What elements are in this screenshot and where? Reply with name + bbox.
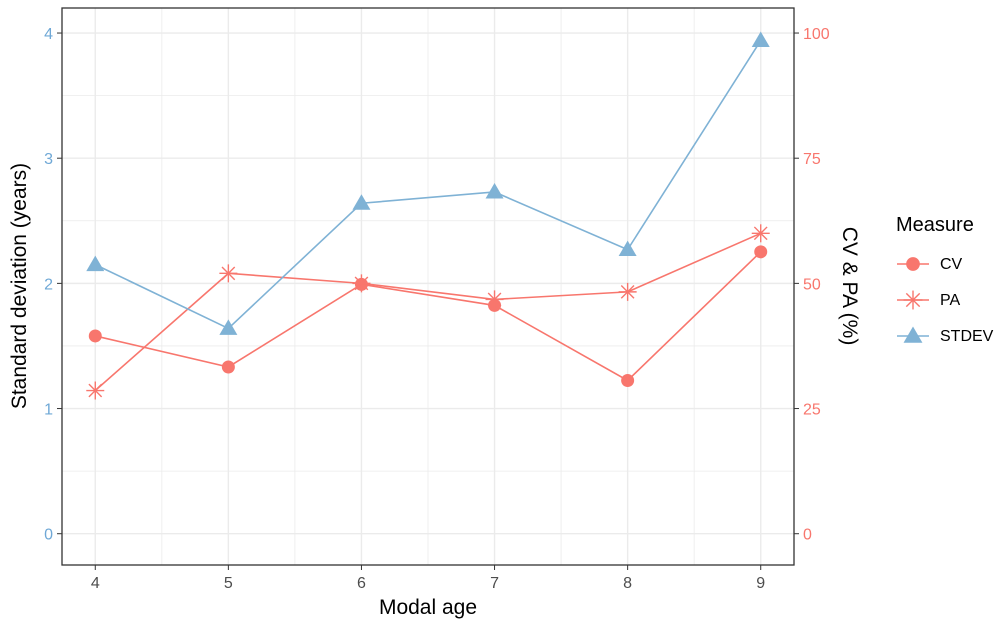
y-left-tick-label: 2 xyxy=(44,276,53,293)
y-right-tick-label: 100 xyxy=(803,26,830,43)
legend-label-cv: CV xyxy=(940,256,963,273)
x-tick-label: 5 xyxy=(224,575,233,592)
y-left-tick-label: 3 xyxy=(44,151,53,168)
x-axis-title: Modal age xyxy=(379,596,477,619)
legend-label-pa: PA xyxy=(940,292,960,309)
point-pa-stroke xyxy=(221,266,236,281)
point-pa-stroke xyxy=(487,292,502,307)
point-cv xyxy=(754,245,768,259)
axes-layer: 4 5 6 7 8 9 0 1 2 3 4 0 25 50 75 100 xyxy=(44,26,830,592)
series-line-stdev xyxy=(94,40,762,330)
point-cv xyxy=(621,374,635,388)
point-pa xyxy=(352,274,371,293)
x-tick-label: 4 xyxy=(91,575,100,592)
point-stdev xyxy=(618,240,637,257)
legend-label-stdev: STDEV xyxy=(940,328,994,345)
y-left-tick-label: 1 xyxy=(44,402,53,419)
point-pa xyxy=(86,381,105,400)
y-right-tick-label: 0 xyxy=(803,527,812,544)
grid-minor xyxy=(62,8,794,565)
legend-keys xyxy=(897,257,929,343)
y-left-tick-label: 4 xyxy=(44,26,53,43)
y-left-tick-label: 0 xyxy=(44,527,53,544)
point-stdev xyxy=(219,319,238,335)
point-pa xyxy=(618,282,637,301)
point-stdev xyxy=(751,31,770,48)
series-layer xyxy=(86,31,770,400)
legend-marker-stdev xyxy=(903,326,923,343)
series-line-pa xyxy=(94,232,762,392)
x-tick-label: 6 xyxy=(357,575,366,592)
point-stdev xyxy=(485,182,504,199)
y-right-tick-label: 25 xyxy=(803,402,821,419)
legend-marker-cv xyxy=(906,257,920,271)
point-cv xyxy=(221,360,235,374)
x-tick-label: 9 xyxy=(756,575,765,592)
plot-panel-border xyxy=(61,7,795,566)
point-pa xyxy=(485,290,504,309)
point-cv xyxy=(88,329,102,343)
legend-title: Measure xyxy=(896,214,974,236)
series-line-cv xyxy=(95,251,762,382)
point-pa-stroke xyxy=(354,276,369,291)
y-right-tick-label: 75 xyxy=(803,151,821,168)
point-pa-stroke xyxy=(753,226,768,241)
point-stdev xyxy=(352,194,371,210)
y-right-tick-label: 50 xyxy=(803,276,821,293)
y-axis-title-left: Standard deviation (years) xyxy=(8,163,31,409)
x-tick-label: 7 xyxy=(490,575,499,592)
legend: Measure CV PA STDEV xyxy=(896,214,994,345)
x-tick-label: 8 xyxy=(623,575,632,592)
point-pa xyxy=(219,264,238,283)
legend-marker-pa xyxy=(903,290,923,310)
point-pa xyxy=(751,224,770,243)
point-pa-stroke xyxy=(620,285,635,299)
y-axis-title-right: CV & PA (%) xyxy=(838,227,861,346)
legend-marker-pa-stroke xyxy=(905,292,921,308)
point-stdev xyxy=(86,255,105,272)
point-pa-stroke xyxy=(88,383,103,398)
